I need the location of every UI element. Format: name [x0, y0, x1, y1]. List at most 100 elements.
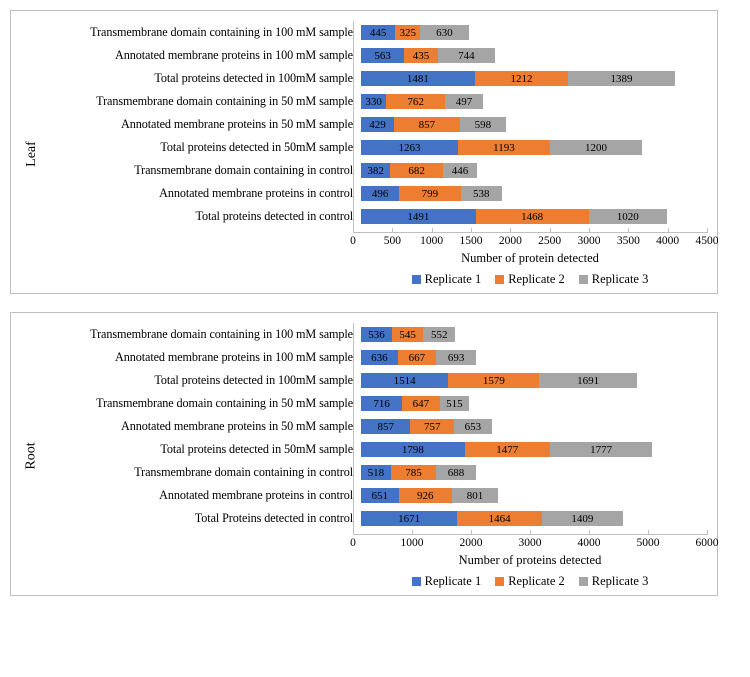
bar-segment-rep2: 799: [399, 186, 460, 201]
bar-row: Total proteins detected in 50mM sample12…: [43, 136, 707, 159]
stacked-bar: 382682446: [361, 163, 707, 178]
legend-swatch: [495, 275, 504, 284]
category-label: Total proteins detected in 100mM sample: [43, 72, 361, 85]
stacked-bar: 536545552: [361, 327, 707, 342]
chart-panel-root: RootTransmembrane domain containing in 1…: [10, 312, 718, 596]
x-tick-label: 1000: [401, 537, 424, 549]
bar-segment-rep3: 688: [436, 465, 476, 480]
panel-vertical-label: Root: [21, 323, 43, 589]
legend-item: Replicate 2: [495, 272, 565, 287]
bar-segment-rep1: 496: [361, 186, 399, 201]
chart-panel-leaf: LeafTransmembrane domain containing in 1…: [10, 10, 718, 294]
bar-row: Annotated membrane proteins in control65…: [43, 484, 707, 507]
x-tick-label: 500: [384, 235, 401, 247]
x-axis: 0100020003000400050006000: [353, 532, 707, 535]
category-label: Total proteins detected in control: [43, 210, 361, 223]
x-axis-title: Number of protein detected: [353, 251, 707, 266]
plot-left-border: [353, 21, 354, 230]
x-tick-label: 1000: [420, 235, 443, 247]
legend-label: Replicate 2: [508, 574, 565, 589]
category-label: Annotated membrane proteins in 50 mM sam…: [43, 118, 361, 131]
bar-segment-rep2: 545: [392, 327, 423, 342]
panel-vertical-label: Leaf: [21, 21, 43, 287]
chart-area: Transmembrane domain containing in 100 m…: [43, 21, 707, 287]
x-tick-label: 2000: [499, 235, 522, 247]
stacked-bar: 149114681020: [361, 209, 707, 224]
category-label: Transmembrane domain containing in 50 mM…: [43, 95, 361, 108]
bar-segment-rep3: 446: [443, 163, 477, 178]
bar-segment-rep3: 801: [452, 488, 498, 503]
bar-segment-rep2: 1212: [475, 71, 568, 86]
bar-segment-rep1: 857: [361, 419, 410, 434]
bar-segment-rep1: 382: [361, 163, 390, 178]
bar-segment-rep1: 1798: [361, 442, 465, 457]
bar-segment-rep1: 1671: [361, 511, 457, 526]
x-tick-label: 0: [350, 537, 356, 549]
stacked-bar: 151415791691: [361, 373, 707, 388]
legend-swatch: [412, 577, 421, 586]
bar-segment-rep2: 857: [394, 117, 460, 132]
stacked-bar: 330762497: [361, 94, 707, 109]
legend-swatch: [579, 275, 588, 284]
bar-segment-rep3: 653: [454, 419, 492, 434]
bar-segment-rep1: 716: [361, 396, 402, 411]
bar-segment-rep3: 1200: [550, 140, 642, 155]
bar-segment-rep3: 693: [436, 350, 476, 365]
category-label: Transmembrane domain containing in contr…: [43, 466, 361, 479]
bar-segment-rep2: 435: [404, 48, 437, 63]
bar-segment-rep3: 1691: [539, 373, 637, 388]
bar-segment-rep2: 1579: [448, 373, 539, 388]
bar-row: Annotated membrane proteins in 100 mM sa…: [43, 346, 707, 369]
bar-segment-rep2: 1193: [458, 140, 550, 155]
x-axis: 050010001500200025003000350040004500: [353, 230, 707, 233]
bar-row: Transmembrane domain containing in contr…: [43, 461, 707, 484]
stacked-bar: 563435744: [361, 48, 707, 63]
legend-swatch: [579, 577, 588, 586]
plot-left-border: [353, 323, 354, 532]
x-axis-title: Number of proteins detected: [353, 553, 707, 568]
category-label: Transmembrane domain containing in 50 mM…: [43, 397, 361, 410]
bar-row: Annotated membrane proteins in 50 mM sam…: [43, 415, 707, 438]
x-tick-label: 4000: [656, 235, 679, 247]
stacked-bar: 429857598: [361, 117, 707, 132]
x-tick-label: 4000: [578, 537, 601, 549]
stacked-bar: 651926801: [361, 488, 707, 503]
bar-segment-rep2: 667: [398, 350, 436, 365]
bar-segment-rep1: 536: [361, 327, 392, 342]
category-label: Annotated membrane proteins in 100 mM sa…: [43, 351, 361, 364]
bar-row: Transmembrane domain containing in 100 m…: [43, 323, 707, 346]
legend-label: Replicate 1: [425, 574, 482, 589]
bar-segment-rep3: 1777: [550, 442, 652, 457]
legend-label: Replicate 2: [508, 272, 565, 287]
bar-segment-rep3: 1409: [542, 511, 623, 526]
category-label: Transmembrane domain containing in contr…: [43, 164, 361, 177]
bar-row: Total proteins detected in 50mM sample17…: [43, 438, 707, 461]
bar-segment-rep3: 598: [460, 117, 506, 132]
bar-segment-rep2: 647: [402, 396, 439, 411]
bar-segment-rep2: 1464: [457, 511, 541, 526]
category-label: Total proteins detected in 50mM sample: [43, 443, 361, 456]
bar-row: Annotated membrane proteins in control49…: [43, 182, 707, 205]
stacked-bar: 126311931200: [361, 140, 707, 155]
category-label: Total Proteins detected in control: [43, 512, 361, 525]
bar-segment-rep1: 651: [361, 488, 399, 503]
x-tick-label: 3000: [578, 235, 601, 247]
stacked-bar: 496799538: [361, 186, 707, 201]
stacked-bar: 857757653: [361, 419, 707, 434]
x-tick-label: 3000: [519, 537, 542, 549]
bar-segment-rep1: 1514: [361, 373, 448, 388]
bar-segment-rep3: 497: [445, 94, 483, 109]
bar-segment-rep1: 1491: [361, 209, 476, 224]
category-label: Annotated membrane proteins in 50 mM sam…: [43, 420, 361, 433]
bar-row: Annotated membrane proteins in 100 mM sa…: [43, 44, 707, 67]
bar-segment-rep1: 429: [361, 117, 394, 132]
bar-segment-rep1: 518: [361, 465, 391, 480]
category-label: Annotated membrane proteins in control: [43, 489, 361, 502]
legend-swatch: [495, 577, 504, 586]
bar-segment-rep1: 330: [361, 94, 386, 109]
x-tick-label: 6000: [696, 537, 719, 549]
stacked-bar: 445325630: [361, 25, 707, 40]
x-tick-label: 2000: [460, 537, 483, 549]
stacked-bar: 167114641409: [361, 511, 707, 526]
x-tick-label: 5000: [637, 537, 660, 549]
